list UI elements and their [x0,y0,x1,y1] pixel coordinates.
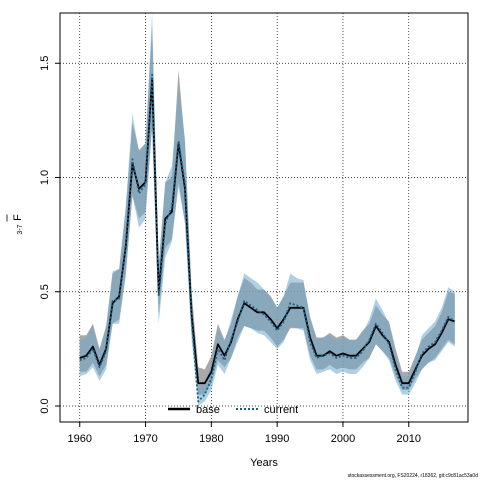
legend: base current [168,404,298,416]
y-axis-title-subscript: 3-7 [17,224,24,234]
confidence-band-current [79,13,455,406]
x-tick-label-2000: 2000 [331,433,355,445]
series-line-current [79,73,456,403]
x-tick-label-1970: 1970 [133,433,157,445]
legend-label-current: current [264,404,298,416]
legend-label-base: base [196,404,220,416]
x-axis-title: Years [250,457,278,469]
x-tick-label-2010: 2010 [397,433,421,445]
x-tick-label-1960: 1960 [67,433,91,445]
x-tick-label-1990: 1990 [265,433,289,445]
grid-lines [60,13,468,422]
y-axis-title: F 3-7 [6,214,24,235]
y-tick-label-3: 1.5 [39,56,51,71]
footnote-text: stockassessment.org, FS20224, r18362, gi… [348,473,479,479]
confidence-bands [79,13,455,406]
y-tick-label-0: 0.0 [39,398,51,413]
y-tick-label-2: 1.0 [39,170,51,185]
x-tick-label-1980: 1980 [199,433,223,445]
y-tick-label-1: 0.5 [39,284,51,299]
series-lines [79,73,456,403]
axes: 1960 1970 1980 1990 2000 2010 0.0 0.5 1.0 1.5 [39,56,421,445]
plot-frame [59,12,469,423]
y-axis-title-main: F [12,214,24,221]
